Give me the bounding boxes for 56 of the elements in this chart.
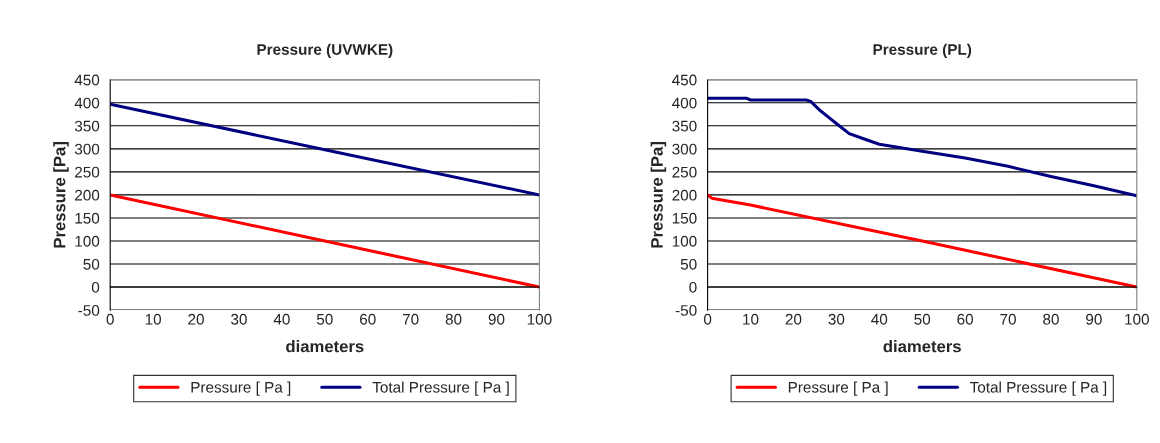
x-tick-label: 100 xyxy=(1125,313,1149,325)
x-tick-label: 30 xyxy=(828,313,845,325)
x-tick-label: 0 xyxy=(106,313,114,325)
y-tick-label: 200 xyxy=(672,189,697,201)
x-tick-label: 20 xyxy=(188,313,204,325)
x-tick-label: 80 xyxy=(1043,313,1059,325)
x-tick-label: 70 xyxy=(1000,313,1016,325)
y-tick-label: 150 xyxy=(672,212,697,224)
y-tick-label: 450 xyxy=(74,74,100,86)
y-tick-label: 350 xyxy=(74,120,100,132)
y-tick-label: 0 xyxy=(91,281,100,293)
line-series xyxy=(707,193,1137,289)
chart-title: Pressure (UVWKE) xyxy=(257,43,393,58)
y-tick-label: 100 xyxy=(75,235,100,247)
x-tick-label: 100 xyxy=(527,313,552,325)
y-tick-label: 50 xyxy=(83,258,100,270)
y-tick-label: 300 xyxy=(672,143,697,155)
x-tick-label: 90 xyxy=(1086,313,1102,325)
y-tick-label: 400 xyxy=(672,97,697,109)
x-tick-label: 10 xyxy=(145,313,162,325)
legend-label: Pressure [ Pa ] xyxy=(191,381,291,396)
x-axis-title: diameters xyxy=(883,340,961,353)
x-tick-label: 50 xyxy=(914,313,931,325)
legend-label: Total Pressure [ Pa ] xyxy=(969,381,1107,396)
y-tick-label: 250 xyxy=(672,166,697,178)
y-tick-label: 0 xyxy=(689,281,697,293)
line-series xyxy=(707,96,1137,198)
x-tick-label: 70 xyxy=(402,313,419,325)
x-tick-label: 50 xyxy=(316,313,333,325)
y-tick-label: -50 xyxy=(675,304,697,316)
y-axis-title: Pressure [Pa] xyxy=(53,142,69,248)
x-tick-label: 0 xyxy=(703,313,712,325)
x-tick-label: 80 xyxy=(445,313,462,325)
x-tick-label: 40 xyxy=(871,313,888,325)
y-tick-label: 50 xyxy=(680,258,697,270)
y-tick-label: 350 xyxy=(672,120,697,132)
y-tick-label: 250 xyxy=(75,166,100,178)
y-tick-label: 300 xyxy=(74,143,100,155)
y-tick-label: 400 xyxy=(74,97,100,109)
x-axis-title: diameters xyxy=(286,340,364,353)
x-tick-label: 20 xyxy=(785,313,802,325)
y-tick-label: 450 xyxy=(672,74,697,86)
x-tick-label: 40 xyxy=(273,313,290,325)
y-tick-label: 100 xyxy=(672,235,697,247)
x-tick-label: 60 xyxy=(957,313,974,325)
x-tick-label: 10 xyxy=(743,313,759,325)
legend-label: Total Pressure [ Pa ] xyxy=(372,381,509,396)
y-tick-label: -50 xyxy=(78,304,100,316)
y-tick-label: 150 xyxy=(75,212,100,224)
legend-label: Pressure [ Pa ] xyxy=(788,381,888,396)
y-tick-label: 200 xyxy=(75,189,100,201)
y-axis-title: Pressure [Pa] xyxy=(650,142,667,248)
x-tick-label: 60 xyxy=(360,313,376,325)
x-tick-label: 90 xyxy=(488,313,505,325)
chart-title: Pressure (PL) xyxy=(873,43,972,58)
x-tick-label: 30 xyxy=(231,313,247,325)
